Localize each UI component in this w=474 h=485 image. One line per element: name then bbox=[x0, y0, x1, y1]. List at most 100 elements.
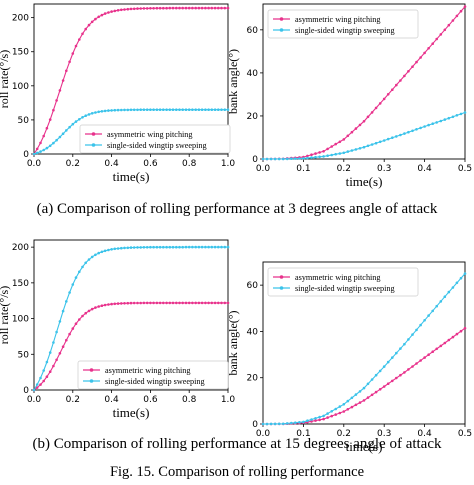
data-point bbox=[298, 157, 301, 160]
data-point bbox=[145, 7, 149, 10]
data-point bbox=[213, 6, 217, 10]
x-tick-label: 0.6 bbox=[143, 395, 158, 405]
data-point bbox=[32, 388, 36, 392]
data-point bbox=[39, 141, 42, 145]
x-axis-label: time(s) bbox=[113, 405, 150, 420]
data-point bbox=[113, 247, 117, 251]
x-tick-label: 0.4 bbox=[417, 164, 432, 174]
data-point bbox=[155, 108, 159, 111]
data-point bbox=[58, 352, 62, 355]
data-point bbox=[326, 416, 329, 419]
data-point bbox=[110, 302, 113, 306]
data-point bbox=[399, 347, 402, 350]
data-point bbox=[113, 108, 117, 112]
data-point bbox=[285, 422, 289, 425]
data-point bbox=[427, 314, 430, 317]
data-point bbox=[326, 154, 329, 157]
data-point bbox=[162, 6, 165, 10]
data-point bbox=[226, 6, 230, 10]
data-point bbox=[187, 108, 191, 111]
x-tick-label: 0.2 bbox=[337, 429, 351, 439]
data-point bbox=[298, 421, 301, 424]
data-point bbox=[362, 399, 366, 402]
data-point bbox=[194, 108, 197, 111]
data-point bbox=[94, 253, 97, 257]
data-point bbox=[84, 261, 87, 265]
data-point bbox=[58, 135, 62, 139]
data-point bbox=[463, 5, 467, 8]
y-tick-label: 40 bbox=[247, 327, 259, 337]
data-point bbox=[155, 245, 159, 249]
data-point bbox=[61, 132, 65, 135]
data-point bbox=[302, 420, 305, 424]
data-point bbox=[366, 115, 370, 119]
data-point bbox=[107, 303, 110, 306]
data-point bbox=[217, 245, 220, 249]
data-point bbox=[451, 335, 455, 339]
data-point bbox=[35, 147, 39, 151]
data-point bbox=[165, 245, 168, 249]
data-point bbox=[326, 412, 329, 415]
data-point bbox=[84, 27, 87, 31]
data-point bbox=[68, 125, 71, 129]
data-point bbox=[207, 301, 210, 305]
series-line bbox=[263, 111, 466, 160]
y-tick-label: 0 bbox=[23, 150, 29, 160]
data-point bbox=[223, 108, 227, 111]
data-point bbox=[423, 319, 426, 322]
data-point bbox=[132, 7, 136, 11]
data-point bbox=[374, 141, 378, 145]
data-point bbox=[427, 47, 430, 50]
data-point bbox=[132, 246, 136, 249]
data-point bbox=[129, 7, 133, 11]
data-point bbox=[100, 110, 104, 113]
data-point bbox=[126, 108, 130, 112]
data-point bbox=[187, 301, 191, 305]
plot-frame bbox=[262, 3, 466, 160]
data-point bbox=[116, 108, 120, 112]
data-point bbox=[459, 329, 463, 333]
y-tick-label: 40 bbox=[247, 69, 259, 79]
data-point bbox=[61, 79, 65, 82]
data-point bbox=[362, 120, 366, 123]
y-tick-label: 100 bbox=[12, 315, 29, 325]
data-point bbox=[139, 108, 142, 111]
data-point bbox=[42, 369, 45, 372]
data-point bbox=[314, 152, 317, 155]
data-point bbox=[265, 422, 269, 426]
data-point bbox=[184, 108, 188, 111]
data-point bbox=[107, 248, 110, 252]
data-point bbox=[42, 148, 45, 152]
data-point bbox=[52, 341, 55, 344]
data-point bbox=[443, 118, 447, 121]
data-point bbox=[326, 147, 329, 151]
data-point bbox=[314, 419, 317, 422]
data-point bbox=[415, 328, 418, 332]
data-point bbox=[78, 318, 81, 321]
data-point bbox=[139, 246, 142, 249]
data-point bbox=[378, 388, 382, 391]
data-point bbox=[314, 155, 317, 159]
data-point bbox=[68, 332, 71, 336]
data-point bbox=[391, 356, 394, 359]
legend-marker bbox=[89, 368, 94, 372]
data-point bbox=[318, 418, 321, 422]
data-point bbox=[451, 286, 455, 289]
x-axis-label: time(s) bbox=[346, 439, 383, 454]
data-point bbox=[116, 9, 120, 12]
data-point bbox=[48, 144, 52, 148]
data-point bbox=[459, 276, 463, 280]
data-point bbox=[273, 157, 277, 161]
data-point bbox=[399, 79, 402, 82]
x-tick-label: 0.2 bbox=[337, 164, 351, 174]
data-point bbox=[200, 301, 204, 305]
data-point bbox=[175, 245, 178, 249]
data-point bbox=[338, 152, 342, 155]
data-point bbox=[103, 249, 107, 253]
data-point bbox=[265, 157, 269, 161]
plot-frame bbox=[262, 261, 466, 425]
data-point bbox=[427, 353, 430, 357]
data-point bbox=[97, 305, 100, 308]
data-point bbox=[334, 407, 338, 411]
